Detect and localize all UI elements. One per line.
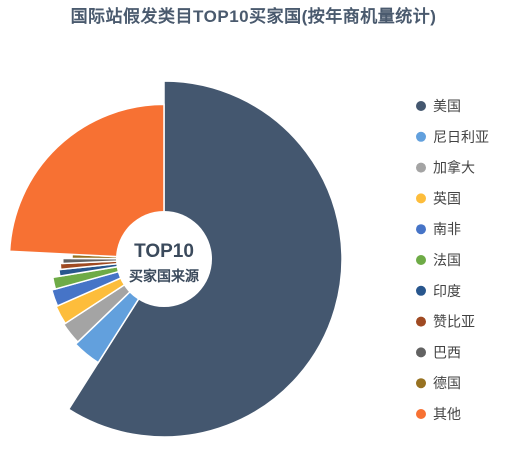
legend-item: 英国 bbox=[416, 190, 461, 206]
legend-item: 巴西 bbox=[416, 344, 461, 360]
legend-label: 尼日利亚 bbox=[433, 129, 489, 145]
legend-label: 巴西 bbox=[433, 344, 461, 360]
legend-item: 法国 bbox=[416, 252, 461, 268]
legend-item: 加拿大 bbox=[416, 160, 475, 176]
legend-item: 赞比亚 bbox=[416, 314, 475, 330]
center-hole bbox=[116, 211, 212, 307]
legend-marker bbox=[416, 378, 426, 389]
legend-marker bbox=[416, 193, 426, 204]
legend-item: 德国 bbox=[416, 375, 461, 391]
legend-marker bbox=[416, 131, 426, 142]
legend-label: 其他 bbox=[433, 406, 461, 422]
legend-label: 德国 bbox=[433, 375, 461, 391]
legend-item: 其他 bbox=[416, 406, 461, 422]
legend-label: 加拿大 bbox=[433, 160, 475, 176]
pie-slice-11 bbox=[8, 103, 165, 260]
legend-label: 法国 bbox=[433, 252, 461, 268]
chart-title: 国际站假发类目TOP10买家国(按年商机量统计) bbox=[70, 7, 437, 26]
center-label-line-1: TOP10 bbox=[134, 241, 194, 262]
legend-marker bbox=[416, 162, 426, 173]
legend-marker bbox=[416, 285, 426, 296]
legend-label: 南非 bbox=[433, 221, 461, 237]
legend-item: 尼日利亚 bbox=[416, 129, 489, 145]
legend-label: 印度 bbox=[433, 283, 461, 299]
legend-label: 赞比亚 bbox=[433, 314, 475, 330]
legend-marker bbox=[416, 224, 426, 235]
legend-marker bbox=[416, 101, 426, 111]
center-label-line-2: 买家国来源 bbox=[129, 268, 199, 284]
legend-marker bbox=[416, 255, 426, 265]
legend-item: 南非 bbox=[416, 221, 461, 237]
legend-marker bbox=[416, 316, 426, 327]
legend-item: 印度 bbox=[416, 283, 461, 299]
legend-label: 英国 bbox=[433, 190, 461, 206]
legend-item: 美国 bbox=[416, 98, 461, 114]
legend-marker bbox=[416, 409, 426, 419]
legend-label: 美国 bbox=[433, 98, 461, 114]
legend-marker bbox=[416, 347, 426, 358]
